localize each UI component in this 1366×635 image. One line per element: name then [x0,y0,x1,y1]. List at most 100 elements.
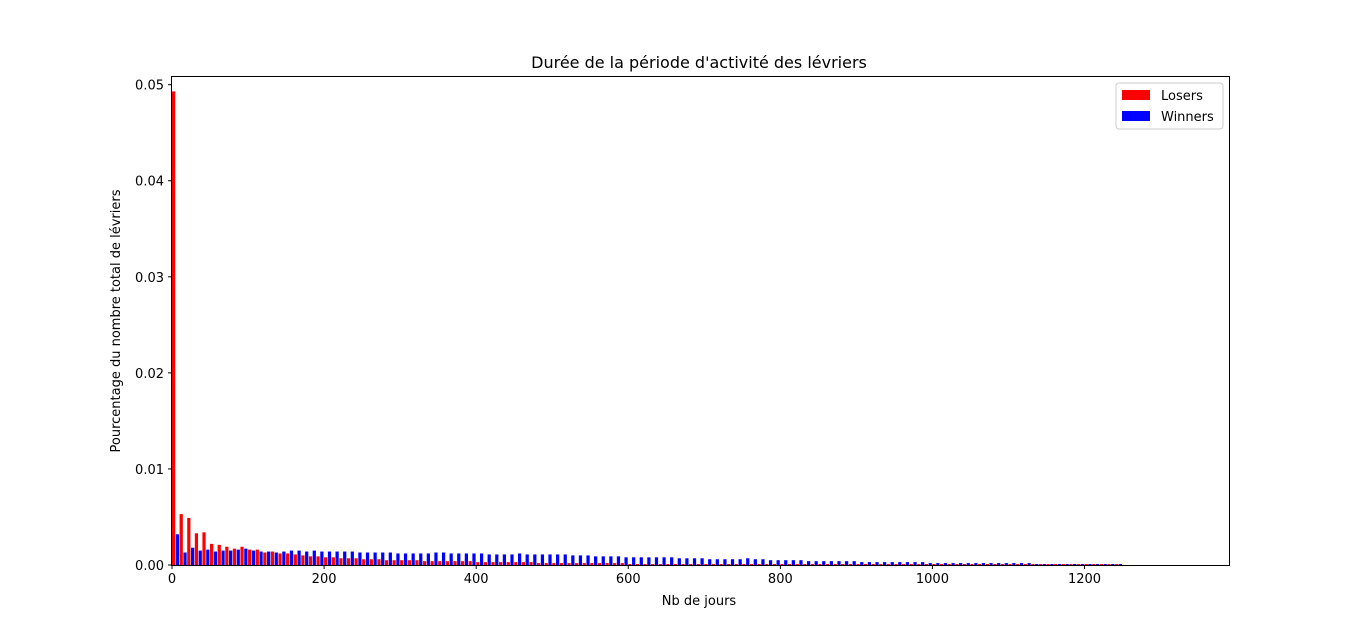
bar-losers-48 [537,563,541,565]
bar-losers-4 [202,532,206,565]
bar-winners-106 [981,563,986,565]
legend-label-losers: Losers [1161,89,1203,104]
bar-winners-59 [624,557,628,565]
bar-winners-72 [723,559,727,565]
bar-winners-9 [244,548,248,565]
bar-losers-63 [651,564,655,565]
bar-losers-29 [392,560,396,565]
bar-winners-18 [312,550,316,565]
bar-losers-123 [1107,564,1111,565]
bar-winners-121 [1095,564,1100,565]
bar-losers-13 [270,551,275,565]
bar-losers-115 [1046,564,1050,565]
bar-winners-117 [1065,564,1069,565]
bar-winners-23 [350,551,354,565]
bar-losers-15 [286,553,290,565]
bar-losers-72 [719,564,723,565]
bar-losers-44 [506,562,510,565]
bar-winners-6 [221,550,225,565]
bar-losers-12 [263,552,267,565]
bar-winners-102 [951,563,955,565]
bar-losers-89 [848,564,853,565]
bar-winners-114 [1042,564,1046,565]
bar-winners-27 [381,552,385,565]
bar-losers-75 [742,564,746,565]
bar-losers-42 [491,562,495,565]
bars-layer [172,91,1122,565]
bar-losers-56 [597,563,602,565]
bar-winners-99 [928,563,932,565]
bar-winners-57 [609,556,613,565]
bar-losers-65 [666,564,670,565]
bar-winners-54 [586,555,590,565]
bar-losers-58 [613,563,617,565]
x-tick-label: 400 [464,572,489,587]
bar-winners-51 [563,554,567,565]
y-tick-label: 0.01 [135,463,164,478]
bar-losers-99 [924,564,929,565]
bar-winners-97 [913,562,917,565]
bar-winners-13 [274,552,278,565]
bar-losers-0 [172,91,176,565]
bar-losers-106 [978,564,982,565]
bar-winners-36 [449,553,453,565]
ticks-layer: 0 200 400 600 800 1000 1200 0.00 0.01 0.02 0.03 0.0… [135,79,1101,587]
bar-losers-2 [187,517,191,565]
bar-losers-76 [749,564,754,565]
bar-losers-96 [902,564,906,565]
bar-losers-107 [985,564,989,565]
bar-losers-32 [415,560,419,565]
bar-losers-43 [498,562,503,565]
bar-winners-85 [822,561,826,565]
bar-winners-61 [639,557,643,565]
bar-losers-59 [620,563,624,565]
bar-losers-112 [1023,564,1027,565]
bar-losers-64 [658,564,662,565]
bar-winners-107 [989,563,993,565]
bar-winners-78 [768,560,773,565]
bar-losers-50 [552,563,556,565]
bar-winners-2 [191,547,195,565]
bar-winners-14 [282,551,286,565]
bar-losers-34 [430,561,434,565]
bar-losers-114 [1038,564,1043,565]
bar-losers-54 [582,563,586,565]
bar-losers-108 [993,564,997,565]
bar-winners-118 [1073,564,1077,565]
bar-losers-95 [894,564,898,565]
bar-winners-94 [890,562,894,565]
bar-losers-71 [711,564,716,565]
bar-losers-47 [529,562,533,565]
bar-winners-103 [959,563,963,565]
legend-swatch-winners [1122,111,1150,121]
bar-losers-38 [460,561,465,565]
y-axis-label: Pourcentage du nombre total de lévriers [109,189,124,452]
bar-losers-88 [841,564,845,565]
y-tick-label: 0.02 [135,367,164,382]
bar-losers-14 [278,553,282,565]
bar-winners-90 [860,562,864,565]
bar-winners-50 [556,554,560,565]
bar-losers-120 [1084,564,1088,565]
bar-winners-39 [472,553,476,565]
bar-winners-24 [358,552,362,565]
bar-losers-97 [909,564,913,565]
bar-losers-26 [369,559,373,565]
bar-losers-66 [673,564,678,565]
bar-losers-46 [521,562,526,565]
bar-winners-93 [883,562,887,565]
bar-losers-92 [871,564,875,565]
bar-losers-78 [765,564,769,565]
bar-winners-34 [434,552,438,565]
bar-winners-66 [677,558,681,565]
bar-winners-115 [1050,564,1054,565]
bar-losers-86 [825,564,830,565]
bar-losers-117 [1061,564,1065,565]
bar-losers-119 [1076,564,1081,565]
bar-winners-10 [251,550,256,565]
bar-winners-108 [997,563,1001,565]
bar-winners-87 [837,561,841,565]
bar-winners-84 [814,561,818,565]
bar-losers-10 [248,549,252,565]
